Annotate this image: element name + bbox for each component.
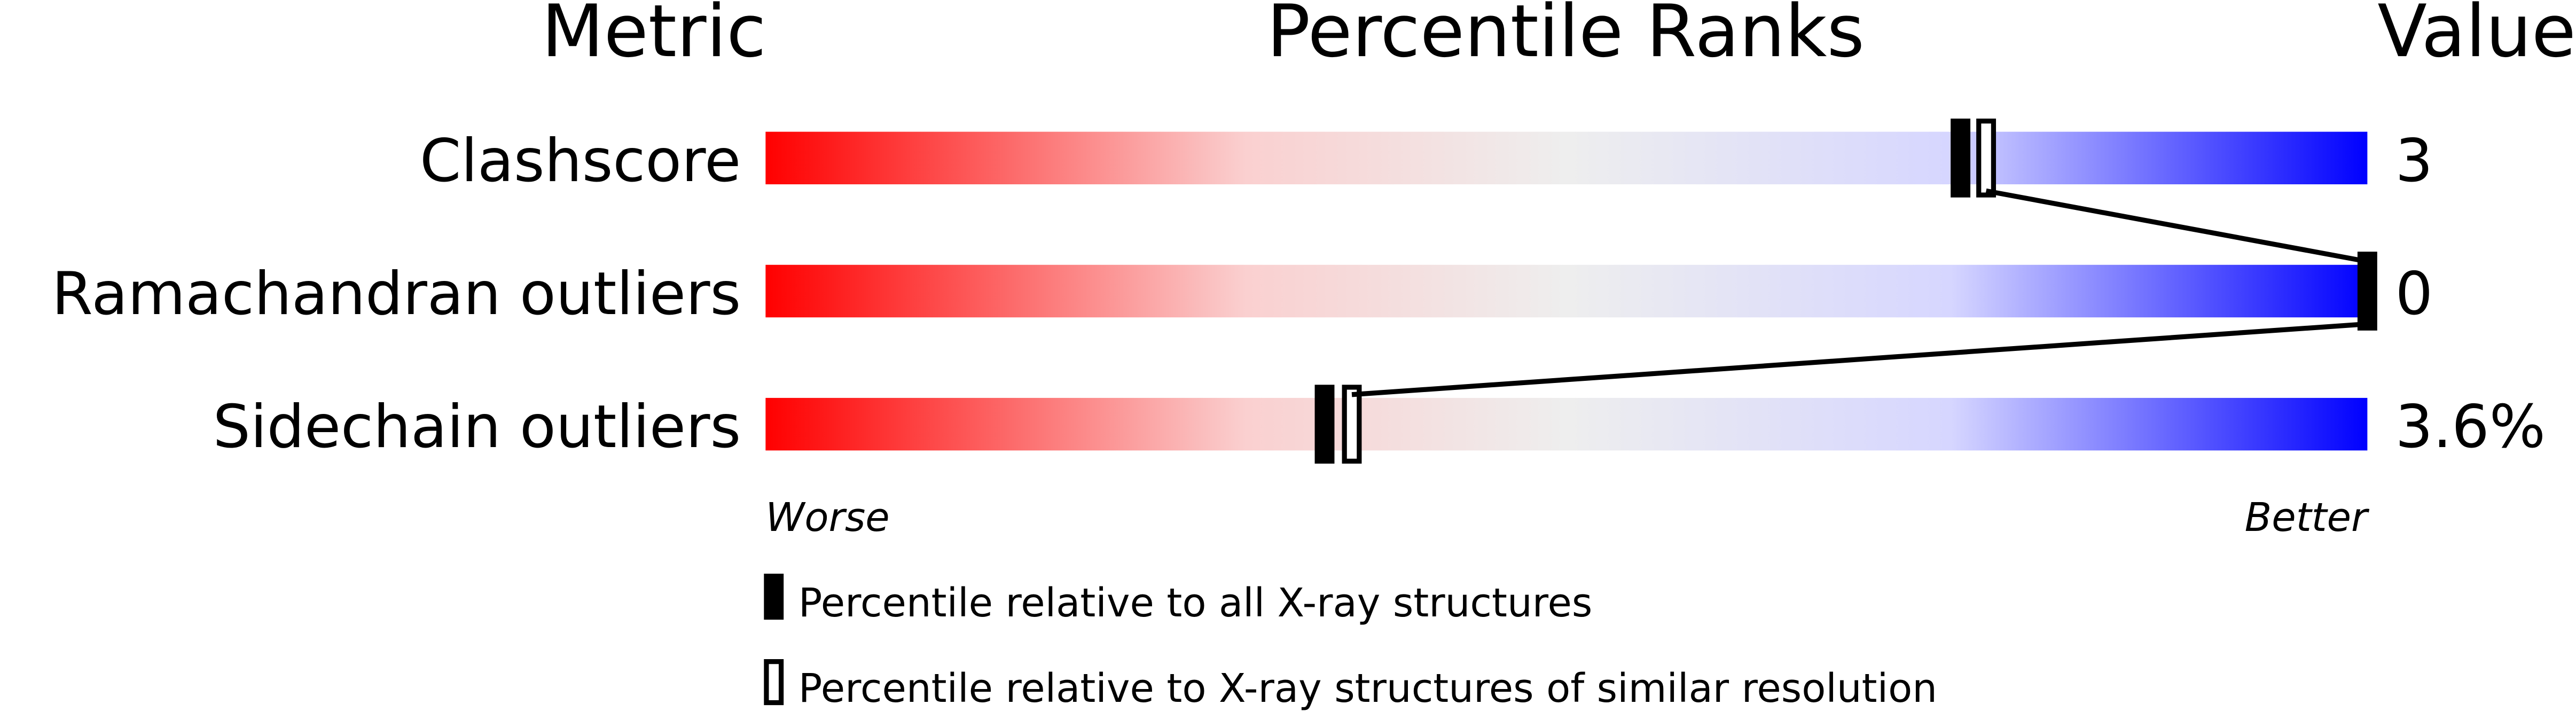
legend-hollow-label: Percentile relative to X-ray structures … (798, 666, 1937, 711)
percentile-bar (765, 397, 2368, 451)
percentile-all-marker (2357, 252, 2377, 331)
metric-value: 0 (2395, 260, 2433, 328)
percentile-all-marker (1951, 119, 1971, 198)
header-value: Value (2377, 0, 2576, 73)
connector-line (1985, 188, 2368, 264)
header-percentile-ranks: Percentile Ranks (1267, 0, 1865, 73)
percentile-similar-marker (1976, 119, 1996, 198)
axis-label-worse: Worse (765, 495, 889, 541)
metric-label: Sidechain outliers (213, 393, 741, 461)
axis-label-better: Better (2245, 495, 2370, 541)
legend-filled-marker-icon (764, 574, 784, 620)
legend-filled-label: Percentile relative to all X-ray structu… (798, 580, 1592, 626)
legend-hollow-marker-icon (764, 659, 784, 706)
metric-value: 3 (2395, 127, 2433, 195)
percentile-all-marker (1314, 385, 1335, 464)
header-metric: Metric (542, 0, 766, 73)
connector-line (1351, 321, 2368, 397)
metric-value: 3.6% (2395, 393, 2546, 461)
percentile-similar-marker (1342, 385, 1362, 464)
percentile-bar (765, 131, 2368, 185)
percentile-bar (765, 264, 2368, 318)
metric-label: Ramachandran outliers (52, 260, 741, 328)
metric-label: Clashscore (420, 127, 741, 195)
